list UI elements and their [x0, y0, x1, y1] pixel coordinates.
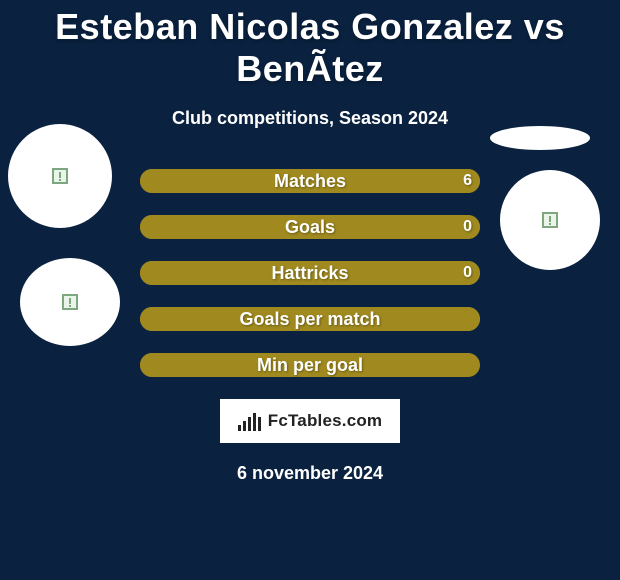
brand-text: FcTables.com	[268, 411, 383, 431]
placeholder-image-icon	[52, 168, 68, 184]
bar-label: Matches	[274, 171, 346, 192]
avatar-circle	[500, 170, 600, 270]
bar-label: Hattricks	[271, 263, 348, 284]
stats-bars: Matches 6 Goals 0 Hattricks 0 Goals per match M…	[140, 169, 480, 377]
placeholder-image-icon	[542, 212, 558, 228]
bar-left-value: 0	[463, 218, 472, 236]
avatar-ellipse	[490, 126, 590, 150]
bar-left-value: 0	[463, 264, 472, 282]
stat-bar: Hattricks 0	[140, 261, 480, 285]
stat-bar: Goals 0	[140, 215, 480, 239]
placeholder-image-icon	[62, 294, 78, 310]
brand-logo-icon	[238, 411, 264, 431]
stat-bar: Goals per match	[140, 307, 480, 331]
page-title: Esteban Nicolas Gonzalez vs BenÃ­tez	[0, 0, 620, 90]
bar-label: Goals	[285, 217, 335, 238]
stat-bar: Min per goal	[140, 353, 480, 377]
date-text: 6 november 2024	[0, 463, 620, 484]
bar-left-value: 6	[463, 172, 472, 190]
brand-box: FcTables.com	[220, 399, 400, 443]
stat-bar: Matches 6	[140, 169, 480, 193]
avatar-circle	[20, 258, 120, 346]
bar-label: Goals per match	[239, 309, 380, 330]
avatar-circle	[8, 124, 112, 228]
bar-label: Min per goal	[257, 355, 363, 376]
